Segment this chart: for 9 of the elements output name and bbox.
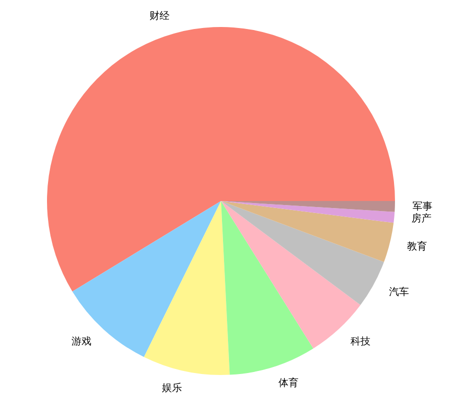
slice-label: 军事 bbox=[412, 200, 432, 213]
slice-label: 体育 bbox=[278, 377, 298, 390]
slice-label: 房产 bbox=[412, 212, 432, 225]
slice-label: 科技 bbox=[350, 335, 371, 348]
slice-label: 财经 bbox=[149, 10, 170, 22]
slice-label: 游戏 bbox=[72, 336, 92, 348]
slice-label: 娱乐 bbox=[162, 382, 182, 394]
slice-label: 教育 bbox=[406, 240, 427, 252]
slice-label: 汽车 bbox=[389, 286, 410, 298]
